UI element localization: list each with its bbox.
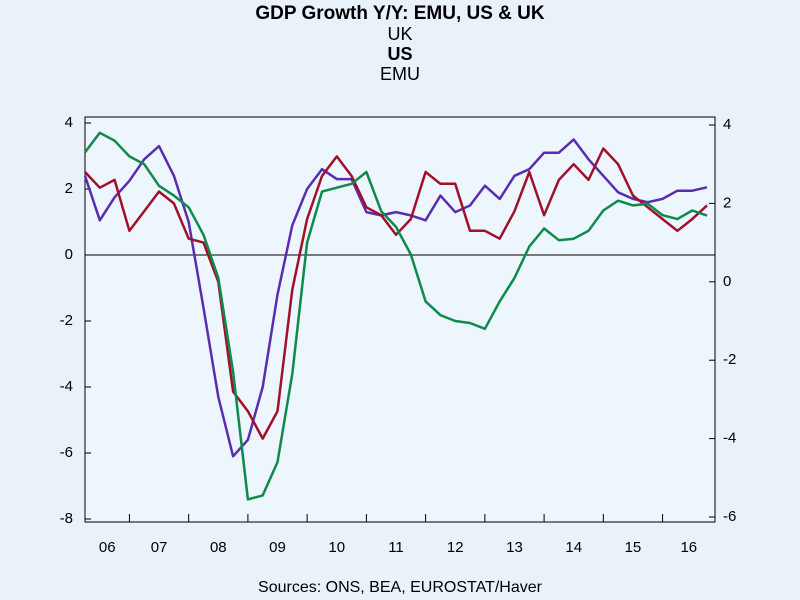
y-tick-label: 4 [65,114,73,131]
x-tick-label: 16 [680,539,697,556]
legend-entry: EMU [380,64,420,84]
legend-entry: UK [387,24,412,44]
y2-tick-label: 2 [723,194,731,211]
series-line [84,147,708,440]
x-tick-label: 06 [99,539,116,556]
y-tick-label: -6 [60,444,73,461]
series-line [84,131,708,501]
plot-area [84,116,716,523]
x-tick-label: 10 [328,539,345,556]
x-tick-label: 15 [625,539,642,556]
x-tick-label: 13 [506,539,523,556]
y2-tick-label: -2 [723,351,736,368]
y2-tick-label: -4 [723,430,736,447]
series-line [83,138,708,458]
y-tick-label: 0 [65,246,73,263]
y-tick-label: -8 [60,510,73,527]
source: Sources: ONS, BEA, EUROSTAT/Haver [258,579,543,596]
y-tick-label: 2 [65,180,73,197]
y-tick-label: -2 [60,312,73,329]
x-tick-label: 11 [388,539,404,556]
x-tick-label: 12 [447,539,464,556]
x-tick-label: 07 [151,539,168,556]
y2-tick-label: -6 [723,508,736,525]
x-tick-label: 14 [565,539,582,556]
x-tick-label: 09 [269,539,286,556]
legend-entry: US [387,44,412,64]
y2-tick-label: 4 [723,116,731,133]
y2-tick-label: 0 [723,273,731,290]
chart-title: GDP Growth Y/Y: EMU, US & UK [255,3,545,24]
x-tick-label: 08 [210,539,227,556]
y-tick-label: -4 [60,378,73,395]
